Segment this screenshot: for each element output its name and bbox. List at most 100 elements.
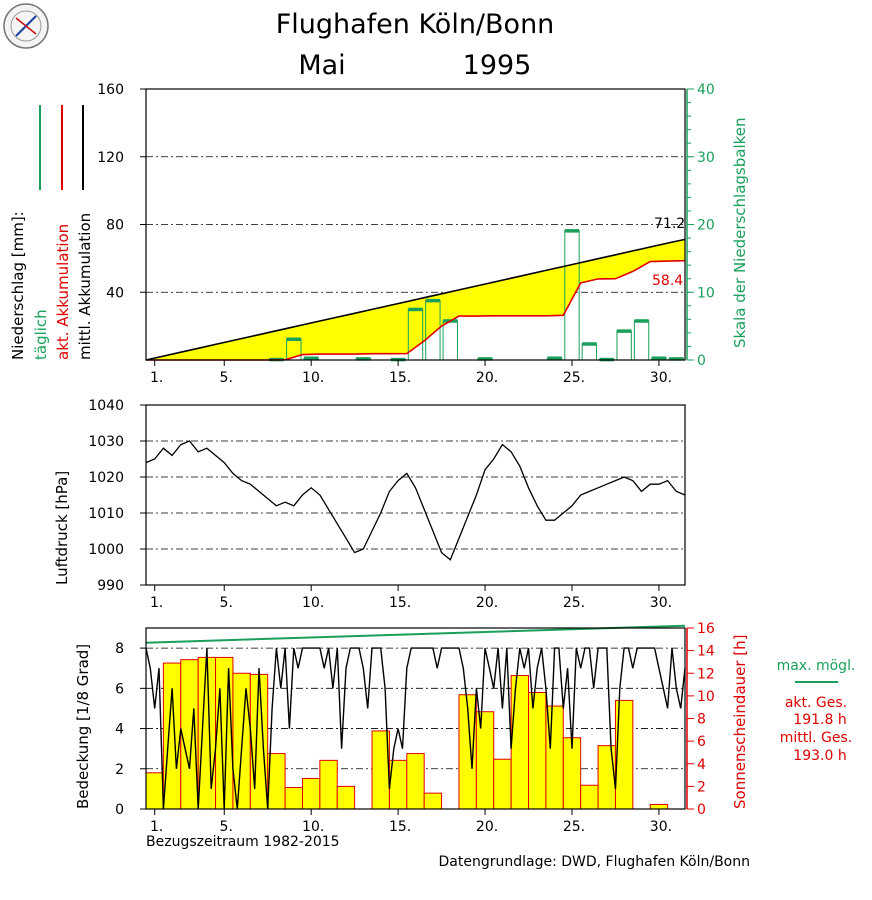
x-tick-label: 20. — [476, 595, 498, 611]
max-possible-label: max. mögl. — [777, 658, 856, 674]
x-tick-label: 15. — [389, 819, 411, 835]
precip-bar-cap — [356, 357, 371, 361]
y2-tick-label: 0 — [697, 353, 706, 369]
y2-tick-label: 40 — [697, 82, 715, 98]
daily-legend-label: täglich — [32, 309, 50, 360]
precip-bar-cap — [425, 298, 441, 303]
sunshine-bar — [423, 792, 443, 810]
actual-sunshine-label: akt. Ges. — [785, 695, 847, 711]
sunshine-bar — [284, 787, 303, 810]
sunshine-bar — [580, 784, 599, 810]
mean-total-label: 71.2 — [654, 216, 685, 232]
x-tick-label: 15. — [389, 595, 411, 611]
cloud-cover-line — [145, 647, 686, 810]
x-tick-label: 25. — [563, 370, 585, 386]
sunshine-bar — [528, 691, 547, 810]
sunshine-ylabel: Sonnenscheindauer [h] — [731, 634, 749, 809]
precip-bar — [581, 343, 598, 361]
x-tick-label: 1. — [150, 819, 163, 835]
x-tick-label: 1. — [150, 595, 163, 611]
y-tick-label: 1000 — [88, 542, 124, 558]
y2-tick-label: 20 — [697, 218, 715, 234]
y2-tick-label: 0 — [697, 802, 706, 818]
precip-x-axis: 1. 5. 10. 15. 20. 25. 30. — [150, 360, 672, 386]
mean-accumulation-line — [145, 238, 686, 361]
pressure-ylabel: Luftdruck [hPa] — [53, 471, 71, 585]
sunshine-bar — [145, 772, 164, 810]
y2-tick-label: 6 — [697, 734, 706, 750]
chart-title: Flughafen Köln/Bonn — [276, 9, 555, 40]
reference-period: Bezugszeitraum 1982-2015 — [146, 834, 340, 850]
precip-right-axis-label: Skala der Niederschlagsbalken — [731, 117, 749, 348]
precip-bar-cap — [634, 319, 649, 323]
x-tick-label: 30. — [650, 370, 672, 386]
x-tick-label: 20. — [476, 819, 498, 835]
x-tick-label: 1. — [150, 370, 163, 386]
sunshine-bar — [493, 758, 512, 810]
precip-bar-cap — [408, 307, 423, 312]
pressure-panel: 990 1000 1010 1020 1030 1040 1. 5. 10. 15. 20. 25.… — [53, 398, 686, 611]
precip-ylabel: Niederschlag [mm]: — [9, 211, 27, 360]
pressure-gridlines — [146, 440, 685, 550]
x-tick-label: 5. — [220, 595, 233, 611]
x-tick-label: 30. — [650, 595, 672, 611]
x-tick-label: 25. — [563, 595, 585, 611]
y2-tick-label: 8 — [697, 712, 706, 728]
y2-tick-label: 16 — [697, 621, 715, 637]
precip-bar-cap — [582, 342, 597, 346]
y-tick-label: 1010 — [88, 506, 124, 522]
x-tick-label: 15. — [389, 370, 411, 386]
y2-tick-label: 12 — [697, 666, 715, 682]
actual-total-label: 58.4 — [652, 273, 683, 289]
precip-bar-cap — [286, 337, 301, 341]
x-tick-label: 10. — [302, 370, 324, 386]
precip-bar-cap — [651, 356, 667, 360]
precip-bar — [633, 320, 650, 361]
precip-left-axis: 40 80 120 160 — [97, 82, 146, 301]
precip-bar-cap — [547, 356, 562, 360]
x-tick-label: 25. — [563, 819, 585, 835]
sunshine-bar — [301, 777, 321, 810]
x-tick-label: 30. — [650, 819, 672, 835]
dwd-logo — [3, 3, 49, 49]
y-tick-label: 1040 — [88, 398, 124, 414]
sunshine-right-axis: 0 2 4 6 8 10 12 14 16 — [686, 621, 715, 818]
precip-bar — [616, 330, 632, 361]
y-tick-label: 1020 — [88, 470, 124, 486]
y2-tick-label: 10 — [697, 689, 715, 705]
precip-bar — [442, 320, 458, 361]
x-tick-label: 20. — [476, 370, 498, 386]
y-tick-label: 8 — [115, 641, 124, 657]
y-tick-label: 160 — [97, 82, 124, 98]
sunshine-bar — [197, 656, 217, 810]
y-tick-label: 990 — [97, 578, 124, 594]
cloud-ylabel: Bedeckung [1/8 Grad] — [74, 644, 92, 809]
sunshine-bar — [406, 753, 425, 810]
x-tick-label: 10. — [302, 595, 324, 611]
mean-legend-label: mittl. Akkumulation — [76, 213, 94, 360]
y-tick-label: 6 — [115, 681, 124, 697]
precip-bar-cap — [669, 357, 684, 361]
y-tick-label: 4 — [115, 722, 124, 738]
pressure-x-axis: 1. 5. 10. 15. 20. 25. 30. — [150, 585, 672, 611]
precip-bar-cap — [616, 329, 632, 333]
actual-sunshine-value: 191.8 h — [793, 712, 846, 728]
chart-month: Mai — [298, 50, 345, 81]
y-tick-label: 120 — [97, 150, 124, 166]
y2-tick-label: 4 — [697, 757, 706, 773]
y-tick-label: 40 — [106, 285, 124, 301]
actual-legend-label: akt. Akkumulation — [54, 224, 72, 360]
y2-tick-label: 2 — [697, 779, 706, 795]
data-source: Datengrundlage: DWD, Flughafen Köln/Bonn — [438, 854, 750, 870]
pressure-line — [145, 440, 686, 561]
y2-tick-label: 30 — [697, 150, 715, 166]
sunshine-bar — [162, 662, 182, 810]
precipitation-panel: 40 80 120 160 0 10 20 30 40 1. 5. 10. 15. 20. 25. 30.… — [9, 82, 749, 386]
pressure-plot-frame — [145, 404, 686, 586]
x-tick-label: 5. — [220, 370, 233, 386]
sunshine-bar — [475, 711, 495, 810]
pressure-left-axis: 990 1000 1010 1020 1030 1040 — [88, 398, 146, 594]
cloud-plot-frame — [145, 627, 686, 810]
